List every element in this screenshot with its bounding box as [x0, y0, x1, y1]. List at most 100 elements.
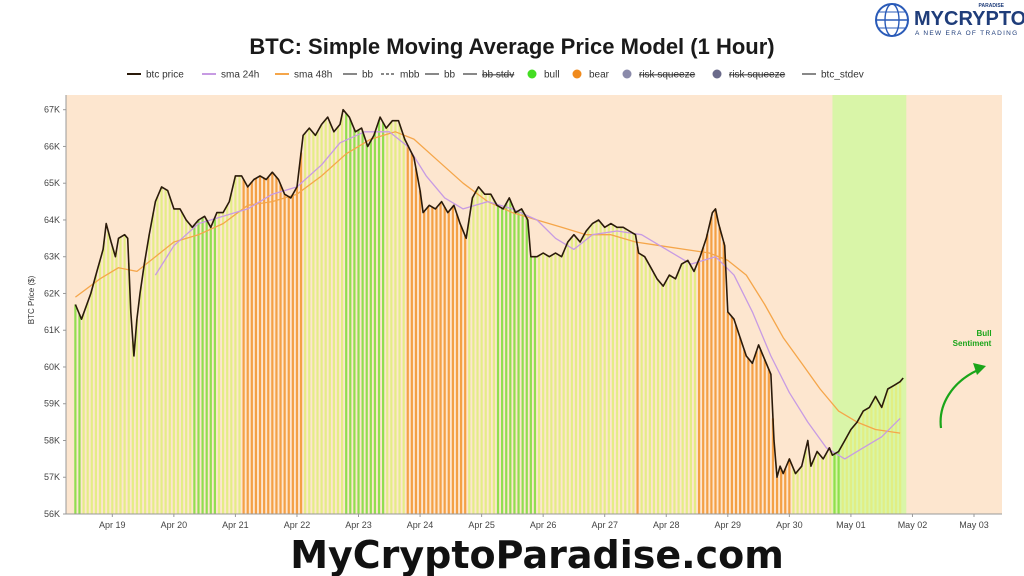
regime-bar [185, 219, 188, 514]
legend-dot [527, 69, 537, 79]
regime-bar [566, 242, 569, 514]
regime-bar [472, 196, 475, 514]
y-tick-label: 62K [44, 288, 60, 298]
regime-bar [119, 237, 122, 515]
regime-bar [681, 263, 684, 514]
regime-bar [410, 153, 413, 515]
regime-bar [418, 190, 422, 514]
regime-bar [788, 458, 791, 514]
regime-bar [702, 247, 705, 514]
regime-bar [739, 337, 742, 514]
legend-label[interactable]: btc price [146, 70, 184, 81]
regime-bar [833, 453, 836, 514]
bull-arrow-icon [939, 369, 979, 429]
series-line-sma-24h [154, 131, 901, 460]
regime-bar [217, 212, 221, 515]
legend-label[interactable]: mbb [400, 70, 420, 81]
regime-bar [213, 217, 216, 514]
regime-bar [238, 175, 241, 514]
regime-bar [620, 227, 623, 514]
legend-label[interactable]: risk squeeze [639, 70, 696, 81]
regime-bar [340, 114, 344, 514]
regime-bar [648, 265, 651, 514]
regime-bar [316, 131, 319, 514]
regime-bar [373, 132, 377, 515]
regime-bar [858, 418, 861, 514]
regime-bar [439, 202, 442, 514]
legend-label[interactable]: bull [544, 70, 560, 81]
regime-bar [180, 212, 184, 515]
series-line-btc-price [74, 108, 904, 478]
y-tick-label: 58K [44, 435, 60, 445]
x-tick-label: Apr 19 [99, 520, 126, 530]
regime-bar [230, 193, 233, 514]
legend-label[interactable]: risk squeeze [729, 70, 786, 81]
regime-bar [578, 242, 582, 514]
regime-bar [537, 255, 541, 515]
regime-bar [615, 227, 619, 514]
regime-bar [291, 194, 294, 514]
regime-bar [476, 188, 479, 514]
y-axis: 56K 57K 58K 59K 60K 61K 62K 63K 64K 65K 66K 67K [44, 95, 67, 519]
regime-bar [201, 217, 204, 514]
regime-bar [160, 186, 163, 514]
legend-label[interactable]: bb [362, 70, 374, 81]
legend-label[interactable]: sma 48h [294, 70, 332, 81]
legend-label[interactable]: bb [444, 70, 456, 81]
x-axis: Apr 19 Apr 20 Apr 21 Apr 22 Apr 23 Apr 24 Apr … [66, 513, 1002, 530]
legend-label[interactable]: sma 24h [221, 70, 259, 81]
regime-bar [267, 177, 270, 515]
regime-bar [751, 363, 754, 514]
x-tick-label: Apr 27 [591, 520, 618, 530]
x-tick-label: Apr 22 [284, 520, 311, 530]
regime-bar [205, 219, 208, 514]
regime-bar [673, 278, 676, 514]
y-tick-label: 65K [44, 178, 60, 188]
regime-bar [386, 126, 389, 515]
regime-bar [172, 208, 175, 514]
regime-bar [279, 184, 282, 514]
regime-bar [685, 261, 688, 514]
regime-bar [197, 219, 200, 514]
regime-bar [505, 203, 508, 514]
logo-wordmark: MYCRYPTO [914, 8, 1024, 30]
regime-bar [726, 311, 729, 514]
regime-bar [242, 179, 245, 514]
regime-bar [587, 228, 590, 514]
regime-bar [115, 250, 118, 514]
regime-bar [656, 279, 660, 514]
legend-label[interactable]: btc_stdev [821, 70, 864, 81]
regime-bar [402, 136, 405, 514]
regime-bar [455, 214, 459, 514]
regime-bar [517, 210, 520, 515]
regime-bar [722, 242, 725, 514]
logo-tagline: A NEW ERA OF TRADING [915, 30, 1019, 37]
regime-bar [332, 131, 335, 514]
x-tick-label: Apr 29 [715, 520, 742, 530]
annotation-line-1: Bull [976, 329, 991, 338]
regime-bar [529, 256, 532, 514]
regime-bar [139, 286, 143, 514]
x-tick-label: May 01 [836, 520, 866, 530]
regime-bar [480, 190, 483, 514]
regime-bar [148, 234, 151, 514]
regime-bar [550, 255, 553, 515]
regime-bar [459, 226, 463, 514]
series-lines [74, 108, 904, 478]
regime-bar [287, 196, 290, 514]
regime-bar [804, 449, 807, 514]
regime-bar [509, 200, 512, 514]
regime-bar [103, 240, 106, 514]
legend-label[interactable]: bb stdv [482, 70, 514, 81]
legend-label[interactable]: bear [589, 70, 610, 81]
regime-bar [254, 178, 258, 514]
x-tick-label: Apr 26 [530, 520, 557, 530]
regime-bar [693, 268, 697, 514]
regime-bar [168, 196, 171, 514]
regime-bar [423, 211, 426, 514]
regime-bar [484, 194, 487, 514]
annotation-line-2: Sentiment [953, 339, 992, 348]
regime-bar [275, 177, 278, 515]
regime-bar [345, 113, 348, 514]
